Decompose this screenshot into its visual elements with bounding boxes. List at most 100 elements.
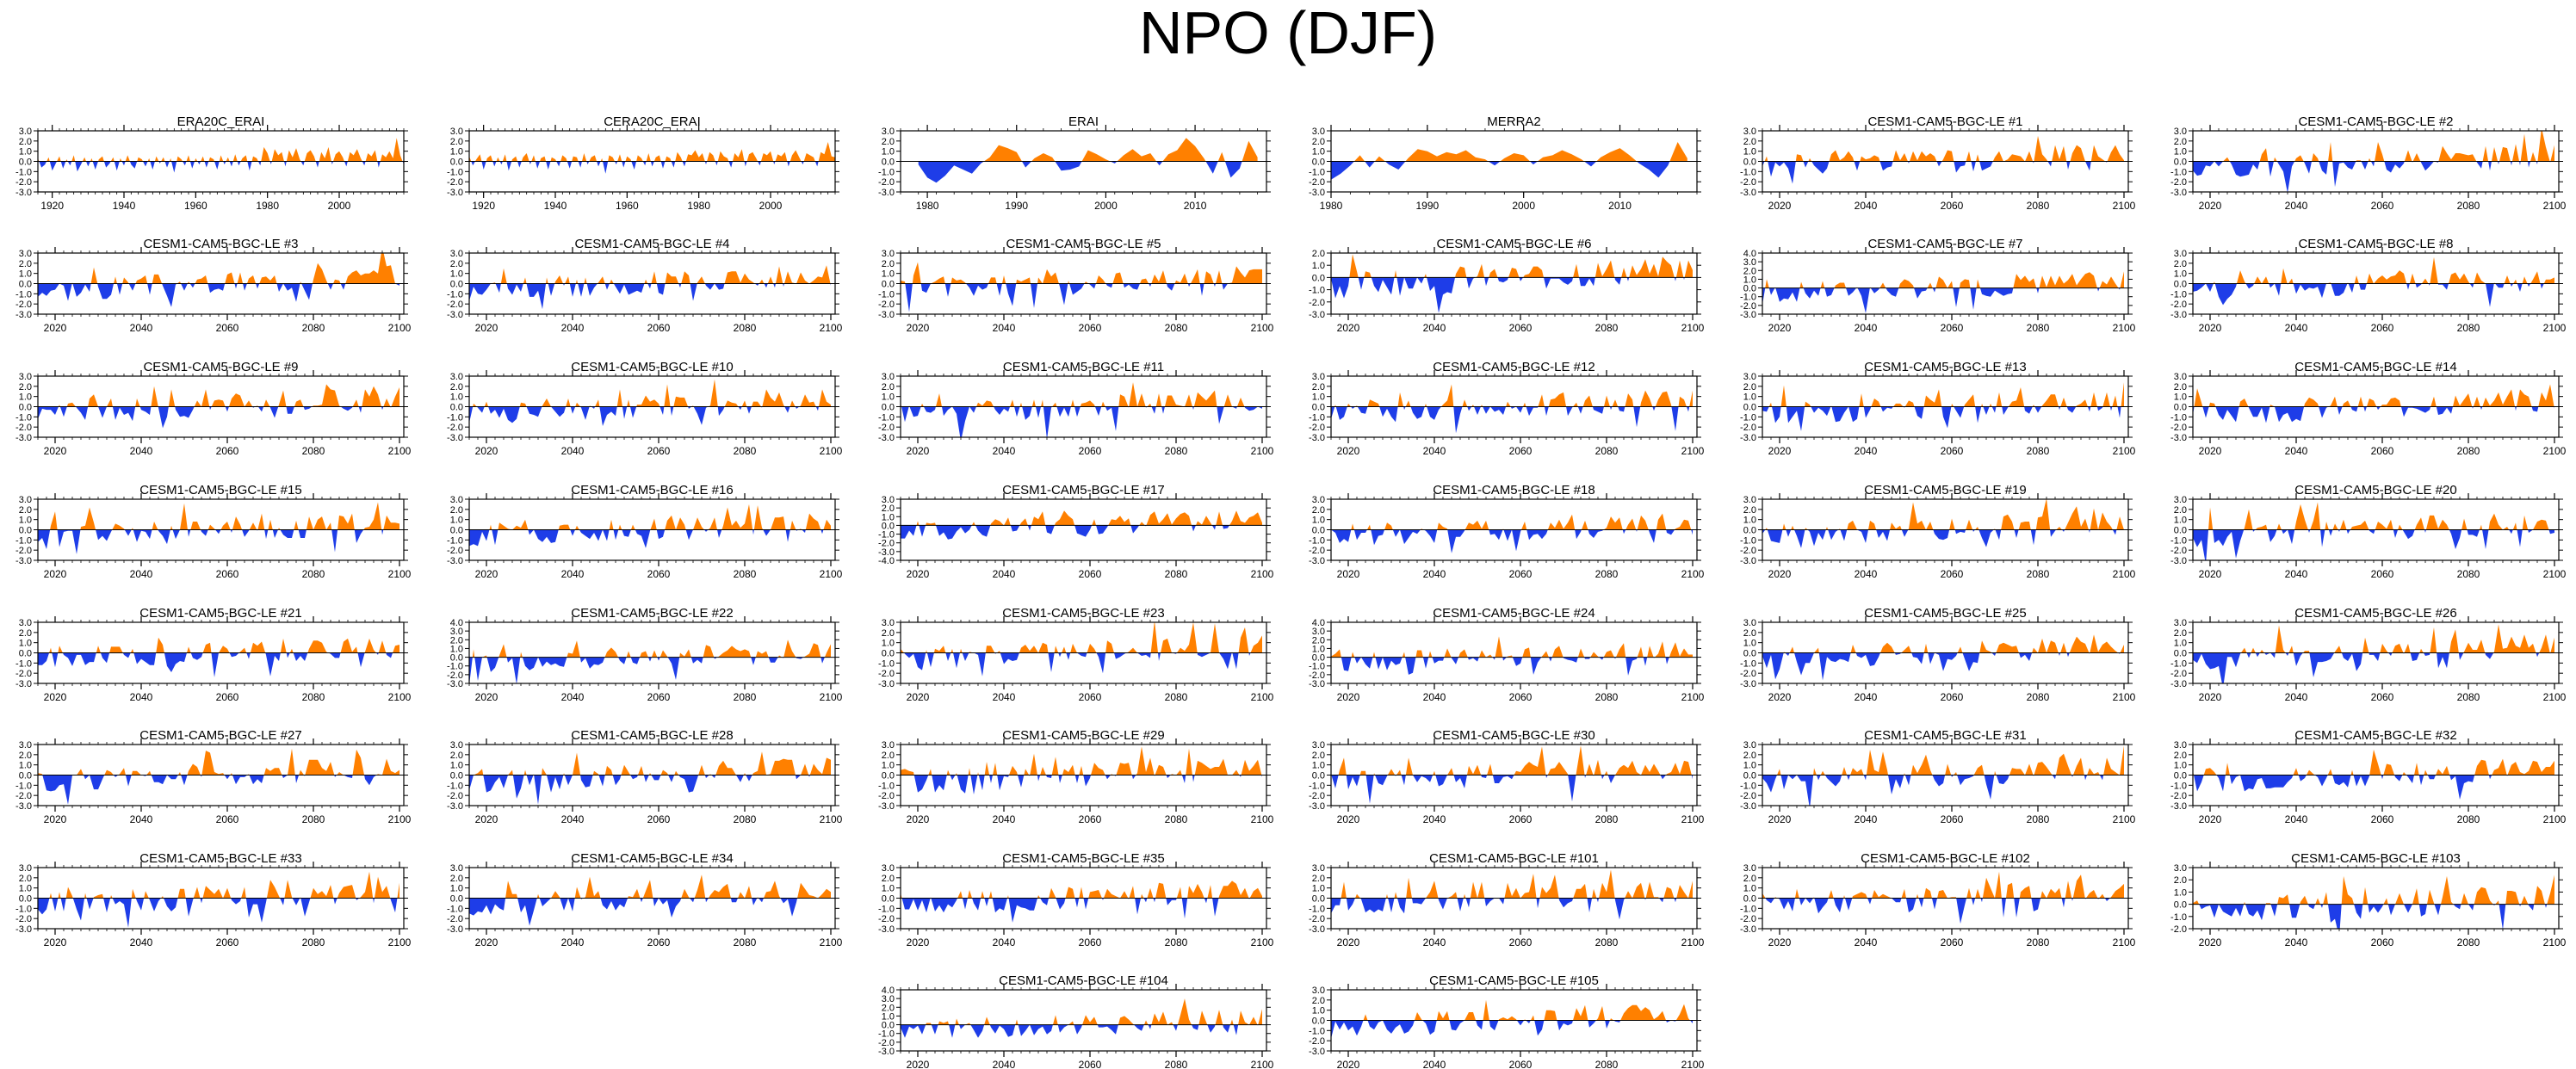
plot-frame — [1330, 621, 1698, 684]
y-tick-label: 3.0 — [450, 627, 463, 637]
x-tick-label: 2020 — [907, 568, 930, 580]
y-tick-label: -1.0 — [447, 904, 463, 914]
y-tick-label: 3.0 — [450, 495, 463, 505]
negative-area — [901, 283, 1262, 312]
x-tick-label: 2040 — [2285, 445, 2308, 457]
plot-frame — [1762, 252, 2129, 315]
y-tick-label: -1.0 — [447, 781, 463, 791]
y-tick-label: 2.0 — [450, 505, 463, 516]
y-tick-label: 4.0 — [450, 618, 463, 628]
y-tick-label: -3.0 — [2170, 433, 2187, 443]
positive-area — [38, 138, 404, 162]
y-tick-label: -1.0 — [15, 535, 32, 546]
positive-area — [38, 384, 399, 407]
chart-panel: CESM1-CAM5-BGC-LE #31 3.02.01.00.0-1.0-2.… — [1740, 728, 2136, 825]
y-tick-label: 3.0 — [882, 740, 895, 751]
y-tick-label: 1.0 — [1312, 147, 1325, 158]
y-tick-label: 0.0 — [882, 158, 895, 168]
y-tick-label: -3.0 — [15, 556, 32, 566]
y-tick-label: -2.0 — [447, 423, 463, 433]
y-tick-label: -3.0 — [878, 547, 895, 558]
y-tick-label: 1.0 — [882, 512, 895, 522]
y-tick-label: -2.0 — [878, 423, 895, 433]
chart-panel: CESM1-CAM5-BGC-LE #30 3.02.01.00.0-1.0-2.… — [1309, 728, 1705, 825]
y-tick-label: 2.0 — [2174, 259, 2187, 269]
x-tick-label: 2100 — [2543, 445, 2567, 457]
y-tick-label: 2.0 — [19, 259, 32, 269]
x-tick-label: 2060 — [1941, 445, 1964, 457]
panel-title: CESM1-CAM5-BGC-LE #9 — [143, 360, 298, 374]
chart-panel: CESM1-CAM5-BGC-LE #35 3.02.01.00.0-1.0-2.… — [878, 851, 1274, 949]
x-tick-label: 2040 — [130, 568, 153, 580]
chart-panel: CESM1-CAM5-BGC-LE #1 3.02.01.00.0-1.0-2.0… — [1740, 114, 2136, 212]
chart-panel: CESM1-CAM5-BGC-LE #74.03.02.01.00.0-1.0-… — [1740, 237, 2136, 334]
panel-title: CESM1-CAM5-BGC-LE #11 — [1003, 360, 1164, 374]
positive-area — [1762, 135, 2124, 162]
x-tick-label: 2080 — [734, 691, 757, 703]
y-tick-label: -2.0 — [1740, 669, 1756, 679]
y-tick-label: -1.0 — [447, 535, 463, 546]
positive-area — [2193, 624, 2554, 653]
y-tick-label: 3.0 — [1743, 127, 1756, 137]
plot-frame — [900, 498, 1267, 561]
y-tick-label: -2.0 — [1309, 670, 1325, 681]
x-tick-label: 2080 — [2027, 445, 2050, 457]
x-tick-label: 1920 — [472, 200, 495, 212]
x-tick-label: 2100 — [2113, 322, 2136, 334]
positive-area — [38, 502, 399, 530]
y-tick-label: -2.0 — [1740, 546, 1756, 556]
y-tick-label: -1.0 — [1740, 412, 1756, 423]
x-tick-label: 2100 — [820, 813, 843, 825]
negative-area — [918, 161, 1258, 183]
negative-area — [469, 775, 831, 805]
y-tick-label: -2.0 — [2170, 546, 2187, 556]
y-tick-label: 3.0 — [2174, 372, 2187, 382]
x-tick-label: 2040 — [1423, 691, 1446, 703]
y-tick-label: 2.0 — [2174, 751, 2187, 761]
x-tick-label: 2000 — [759, 200, 783, 212]
chart-panel: CESM1-CAM5-BGC-LE #9 3.02.01.00.0-1.0-2.0… — [15, 360, 412, 457]
x-tick-label: 2060 — [1941, 322, 1964, 334]
x-tick-label: 2020 — [907, 322, 930, 334]
positive-area — [469, 142, 835, 162]
y-tick-label: 3.0 — [19, 372, 32, 382]
y-tick-label: 1.0 — [19, 269, 32, 280]
panel-title: CESM1-CAM5-BGC-LE #34 — [571, 851, 733, 866]
y-tick-label: 1.0 — [1743, 639, 1756, 649]
panel-title: CESM1-CAM5-BGC-LE #22 — [571, 606, 733, 621]
x-tick-label: 2100 — [2543, 322, 2567, 334]
x-tick-label: 2080 — [1595, 568, 1619, 580]
negative-area — [1331, 277, 1693, 313]
y-tick-label: 2.0 — [19, 874, 32, 884]
negative-area — [38, 283, 399, 307]
y-tick-label: 3.0 — [19, 618, 32, 628]
panel-title: CERA20C_ERAI — [604, 114, 701, 129]
panel-title: CESM1-CAM5-BGC-LE #13 — [1864, 360, 2026, 374]
x-tick-label: 2100 — [2543, 691, 2567, 703]
chart-panel: CESM1-CAM5-BGC-LE #16 3.02.01.00.0-1.0-2.… — [447, 483, 843, 580]
negative-area — [1762, 652, 2124, 681]
y-tick-label: -3.0 — [447, 679, 463, 689]
y-tick-label: -3.0 — [447, 556, 463, 566]
y-tick-label: 0.0 — [19, 526, 32, 536]
x-tick-label: 2040 — [993, 936, 1016, 949]
y-tick-label: -2.0 — [447, 791, 463, 801]
y-tick-label: -2.0 — [878, 300, 895, 310]
negative-area — [38, 652, 399, 677]
x-tick-label: 2040 — [561, 691, 585, 703]
y-tick-label: 0.0 — [19, 158, 32, 168]
negative-area — [1762, 775, 2124, 806]
positive-area — [469, 504, 831, 530]
x-tick-label: 2040 — [561, 568, 585, 580]
y-tick-label: 2.0 — [1743, 382, 1756, 392]
y-tick-label: 2.0 — [1743, 137, 1756, 147]
x-tick-label: 2080 — [2457, 568, 2480, 580]
y-tick-label: 1.0 — [450, 392, 463, 403]
y-tick-label: 0.0 — [1312, 403, 1325, 413]
positive-area — [38, 871, 399, 899]
panel-title: CESM1-CAM5-BGC-LE #15 — [139, 483, 301, 497]
y-tick-label: 3.0 — [19, 127, 32, 137]
positive-area — [469, 751, 831, 775]
y-tick-label: -1.0 — [15, 167, 32, 177]
x-tick-label: 1920 — [40, 200, 64, 212]
